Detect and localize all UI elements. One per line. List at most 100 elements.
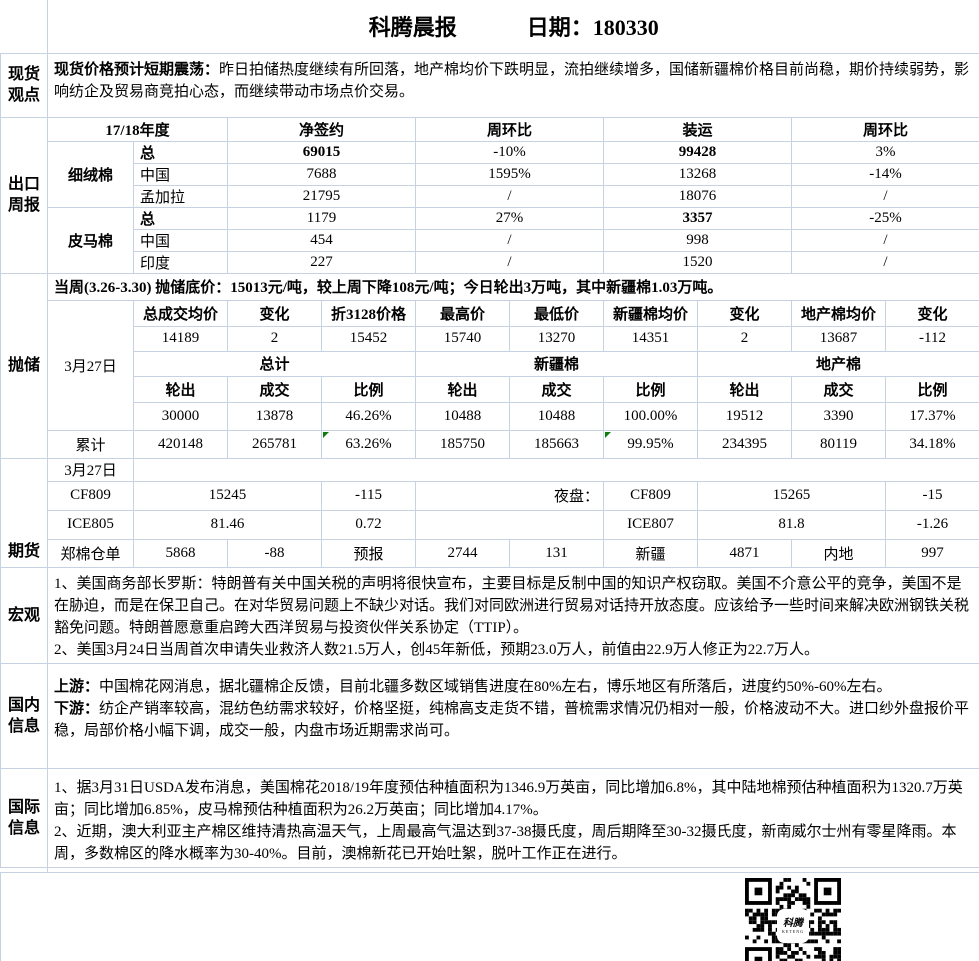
reserve-price-header: 变化: [885, 299, 979, 327]
export-ship-wow: 3%: [791, 140, 979, 164]
night-price: 15265: [697, 480, 886, 511]
domestic-item: 下游：纺企产销率较高，混纺色纺需求较好，价格坚挺，纯棉高支走货不错，普梳需求情况…: [54, 698, 971, 742]
export-region: 总: [133, 140, 228, 164]
reserve-vol-header: 比例: [321, 375, 416, 403]
reserve-note-row: 抛储 当周(3.26-3.30) 抛储底价：15013元/吨，较上周下降108元…: [0, 272, 979, 459]
warehouse-cell: 2744: [415, 538, 510, 568]
reserve-price-header: 变化: [227, 299, 322, 327]
night-session-label: [415, 509, 604, 540]
warehouse-cell: 4871: [697, 538, 792, 568]
futures-change: 0.72: [321, 509, 416, 540]
export-net: 227: [227, 250, 416, 274]
export-net-wow: 1595%: [415, 162, 604, 186]
night-contract: CF809: [603, 480, 698, 511]
reserve-vol-header: 轮出: [133, 375, 228, 403]
export-ship: 13268: [603, 162, 792, 186]
reserve-price-header: 折3128价格: [321, 299, 416, 327]
export-ship: 99428: [603, 140, 792, 164]
export-row: 皮马棉 总 1179 27% 3357 -25%: [1, 206, 979, 274]
futures-row: ICE805 81.46 0.72 ICE807 81.8 -1.26: [1, 509, 979, 540]
reserve-vol-value: 46.26%: [321, 401, 416, 431]
qr-logo-title: 科腾: [783, 917, 803, 929]
export-row: 细绒棉 总 69015 -10% 99428 3%: [1, 140, 979, 208]
reserve-group-local: 地产棉: [697, 350, 979, 377]
export-region: 中国: [133, 228, 228, 252]
domestic-item: 上游：中国棉花网消息，据北疆棉企反馈，目前北疆多数区域销售进度在80%左右，博乐…: [54, 676, 971, 698]
futures-price: 81.46: [133, 509, 322, 540]
export-ship: 3357: [603, 206, 792, 230]
futures-change: -115: [321, 480, 416, 511]
export-ship-wow: /: [791, 184, 979, 208]
futures-contract: CF809: [47, 480, 134, 511]
reserve-cum-value-text: 63.26%: [345, 435, 392, 452]
reserve-vol-value: 100.00%: [603, 401, 698, 431]
reserve-price-value: 14351: [603, 325, 698, 352]
export-region: 总: [133, 206, 228, 230]
international-cell: 1、据3月31日USDA发布消息，美国棉花2018/19年度预估种植面积为134…: [47, 767, 979, 868]
reserve-group-total: 总计: [133, 350, 416, 377]
reserve-date: 3月27日: [47, 299, 134, 431]
reserve-price-value: -112: [885, 325, 979, 352]
export-row: 印度 227 / 1520 /: [1, 250, 979, 274]
reserve-cum-value: 80119: [791, 429, 886, 459]
reserve-vol-value: 17.37%: [885, 401, 979, 431]
export-net-wow: /: [415, 228, 604, 252]
reserve-vol-value: 19512: [697, 401, 792, 431]
qr-code: 科腾 KETENG: [745, 877, 841, 961]
night-change: -1.26: [885, 509, 979, 540]
section-label-export: 出口周报: [0, 116, 48, 274]
export-region: 中国: [133, 162, 228, 186]
reserve-price-header: 地产棉均价: [791, 299, 886, 327]
reserve-vol-value: 10488: [509, 401, 604, 431]
macro-item: 2、美国3月24日当周首次申请失业救济人数21.5万人，创45年新低，预期23.…: [54, 641, 820, 658]
qr-cell: 科腾 KETENG: [0, 871, 979, 961]
export-ship: 1520: [603, 250, 792, 274]
export-netsign-header: 净签约: [227, 116, 416, 142]
reserve-vol-value: 10488: [415, 401, 510, 431]
section-label-reserve: 抛储: [0, 272, 48, 459]
futures-date-spacer: [133, 457, 979, 482]
domestic-text: 纺企产销率较高，混纺色纺需求较好，价格坚挺，纯棉高支走货不错，普梳需求情况仍相对…: [54, 700, 970, 739]
export-shipment-header: 装运: [603, 116, 792, 142]
title-cell: 科腾晨报 日期：180330: [47, 0, 979, 54]
reserve-cum-value: 420148: [133, 429, 228, 459]
reserve-note: 当周(3.26-3.30) 抛储底价：15013元/吨，较上周下降108元/吨；…: [47, 272, 979, 301]
night-change: -15: [885, 480, 979, 511]
futures-contract: ICE805: [47, 509, 134, 540]
section-label-spot: 现货观点: [0, 52, 48, 118]
section-label-futures: 期货: [7, 542, 40, 560]
reserve-vol-header: 成交: [509, 375, 604, 403]
title-row: 科腾晨报 日期：180330: [0, 0, 979, 54]
reserve-price-value-row: 14189 2 15452 15740 13270 14351 2 13687 …: [1, 325, 979, 352]
reserve-vol-header-row: 轮出 成交 比例 轮出 成交 比例 轮出 成交 比例: [1, 375, 979, 403]
export-ship-wow: -25%: [791, 206, 979, 230]
reserve-group-xinjiang: 新疆棉: [415, 350, 698, 377]
reserve-cum-value: 234395: [697, 429, 792, 459]
export-ship: 998: [603, 228, 792, 252]
export-net: 1179: [227, 206, 416, 230]
reserve-price-value: 15740: [415, 325, 510, 352]
domestic-row: 国内信息 上游：中国棉花网消息，据北疆棉企反馈，目前北疆多数区域销售进度在80%…: [0, 662, 979, 769]
reserve-vol-header: 比例: [603, 375, 698, 403]
warehouse-cell: -88: [227, 538, 322, 568]
night-price: 81.8: [697, 509, 886, 540]
reserve-price-value: 13270: [509, 325, 604, 352]
export-ship: 18076: [603, 184, 792, 208]
reserve-price-value: 2: [227, 325, 322, 352]
section-label-macro: 宏观: [0, 566, 48, 664]
reserve-price-header: 总成交均价: [133, 299, 228, 327]
reserve-vol-value-row: 30000 13878 46.26% 10488 10488 100.00% 1…: [1, 401, 979, 431]
export-net: 21795: [227, 184, 416, 208]
reserve-price-value: 2: [697, 325, 792, 352]
macro-cell: 1、美国商务部长罗斯：特朗普有关中国关税的声明将很快宣布，主要目标是反制中国的知…: [47, 566, 979, 664]
export-net: 7688: [227, 162, 416, 186]
export-net-wow: -10%: [415, 140, 604, 164]
warehouse-row: 郑棉仓单 5868 -88 预报 2744 131 新疆 4871 内地 997: [1, 538, 979, 568]
reserve-cum-value: 34.18%: [885, 429, 979, 459]
international-item: 2、近期，澳大利亚主产棉区维持清热高温天气，上周最高气温达到37-38摄氏度，周…: [54, 823, 957, 862]
reserve-cum-value: 185663: [509, 429, 604, 459]
reserve-vol-value: 13878: [227, 401, 322, 431]
export-net-wow: /: [415, 184, 604, 208]
reserve-cum-value: 99.95%: [603, 429, 698, 459]
